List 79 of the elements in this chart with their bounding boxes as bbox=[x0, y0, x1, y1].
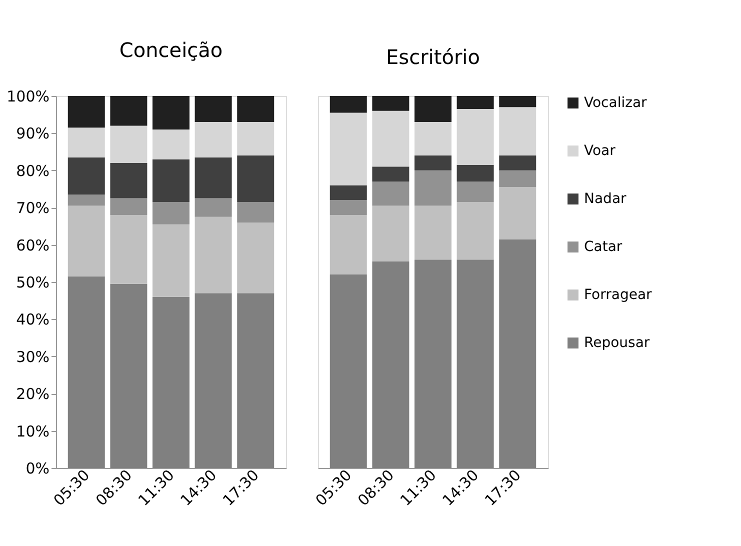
bar bbox=[372, 182, 410, 206]
legend-label: Forragear bbox=[584, 287, 652, 303]
bar bbox=[110, 126, 148, 163]
y-tick-label: 50% bbox=[16, 274, 50, 292]
bar bbox=[152, 96, 190, 130]
y-tick-label: 0% bbox=[26, 460, 50, 478]
bar bbox=[456, 202, 494, 260]
bar bbox=[372, 166, 410, 182]
bar bbox=[499, 156, 536, 170]
y-tick-label: 20% bbox=[16, 385, 50, 404]
bar bbox=[330, 200, 367, 216]
y-tick-label: 80% bbox=[16, 162, 50, 180]
y-tick-label: 40% bbox=[16, 310, 50, 329]
legend-label: Vocalizar bbox=[584, 95, 648, 111]
bar bbox=[330, 274, 367, 468]
chart-title: Escritório bbox=[386, 45, 480, 69]
bar bbox=[194, 293, 232, 468]
bar bbox=[499, 96, 536, 108]
bar bbox=[414, 260, 452, 468]
bar bbox=[194, 216, 232, 294]
bar bbox=[237, 293, 274, 468]
bar bbox=[456, 96, 494, 110]
bar bbox=[414, 96, 452, 122]
bar bbox=[330, 185, 367, 200]
bar bbox=[456, 182, 494, 202]
bar bbox=[68, 128, 105, 158]
bar bbox=[152, 159, 190, 202]
bar bbox=[499, 170, 536, 188]
legend-label: Voar bbox=[584, 143, 616, 159]
bar bbox=[330, 112, 367, 186]
bar bbox=[68, 276, 105, 468]
legend-label: Catar bbox=[584, 239, 622, 255]
bar bbox=[414, 170, 452, 206]
bar bbox=[152, 129, 190, 160]
bar bbox=[499, 107, 536, 156]
y-tick-label: 60% bbox=[16, 236, 50, 254]
bar bbox=[237, 96, 274, 122]
y-tick-label: 10% bbox=[16, 422, 50, 440]
bar bbox=[414, 122, 452, 156]
bar bbox=[330, 215, 367, 275]
bar bbox=[372, 110, 410, 167]
bar bbox=[110, 198, 148, 216]
bar bbox=[499, 239, 536, 468]
bar bbox=[194, 157, 232, 198]
legend-label: Nadar bbox=[584, 191, 627, 207]
bar bbox=[237, 222, 274, 294]
bar bbox=[372, 96, 410, 111]
y-tick-label: 100% bbox=[6, 88, 50, 106]
bar bbox=[152, 202, 190, 224]
bar bbox=[456, 260, 494, 468]
legend-label: Repousar bbox=[584, 335, 650, 351]
bar bbox=[68, 96, 105, 128]
y-tick-label: 70% bbox=[16, 199, 50, 218]
bar bbox=[152, 224, 190, 297]
bar bbox=[456, 164, 494, 182]
bar bbox=[456, 109, 494, 165]
bar bbox=[194, 96, 232, 122]
bar bbox=[68, 206, 105, 276]
bar bbox=[110, 215, 148, 284]
bar bbox=[372, 206, 410, 262]
bar bbox=[152, 296, 190, 468]
bar bbox=[330, 96, 367, 113]
bar bbox=[372, 262, 410, 468]
bar bbox=[414, 206, 452, 260]
chart-title: Conceição bbox=[119, 38, 223, 62]
bar bbox=[110, 96, 148, 126]
bar bbox=[194, 122, 232, 158]
bar bbox=[237, 202, 274, 222]
bar bbox=[237, 122, 274, 156]
bar bbox=[110, 284, 148, 468]
y-tick-label: 90% bbox=[16, 124, 50, 143]
bar bbox=[110, 162, 148, 198]
y-tick-label: 30% bbox=[16, 348, 50, 366]
bar bbox=[237, 156, 274, 202]
bar bbox=[499, 187, 536, 240]
bar bbox=[68, 157, 105, 195]
bar bbox=[194, 198, 232, 217]
bar bbox=[68, 194, 105, 206]
bar bbox=[414, 156, 452, 170]
